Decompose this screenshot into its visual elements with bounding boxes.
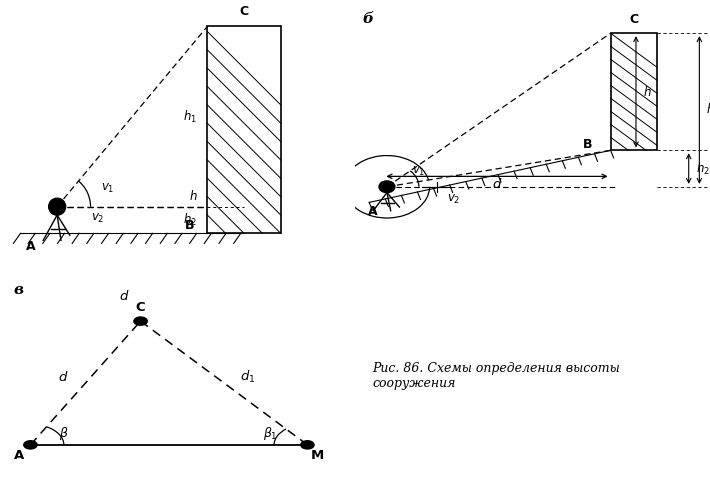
Text: $\beta_1$: $\beta_1$	[263, 425, 278, 441]
Text: d: d	[58, 371, 66, 384]
Circle shape	[24, 441, 37, 449]
Text: $h$: $h$	[643, 85, 652, 99]
Text: C: C	[136, 301, 146, 314]
Text: A: A	[368, 205, 378, 218]
Text: в: в	[13, 283, 23, 298]
Text: B: B	[185, 218, 194, 232]
Text: d: d	[120, 290, 128, 303]
Text: $h$: $h$	[189, 190, 197, 203]
Text: A: A	[26, 240, 36, 253]
Text: M: M	[311, 449, 324, 463]
Circle shape	[301, 441, 314, 449]
Text: Рис. 86. Схемы определения высоты
сооружения: Рис. 86. Схемы определения высоты сооруж…	[372, 362, 620, 390]
Circle shape	[379, 181, 395, 192]
Text: $h_1$: $h_1$	[183, 109, 197, 125]
Text: $d_1$: $d_1$	[240, 369, 255, 385]
Text: б: б	[362, 12, 373, 26]
Text: $v_2$: $v_2$	[447, 193, 461, 206]
Text: A: A	[13, 449, 24, 463]
Circle shape	[49, 198, 65, 215]
Text: $v_2$: $v_2$	[91, 212, 104, 225]
Text: d: d	[493, 178, 501, 191]
Bar	[611, 33, 657, 150]
Text: $v_1$: $v_1$	[101, 182, 114, 195]
Bar	[207, 27, 280, 233]
Text: $h_1$: $h_1$	[706, 102, 710, 118]
Text: B: B	[584, 138, 593, 151]
Text: $\beta$: $\beta$	[59, 425, 69, 441]
Text: $v_1$: $v_1$	[412, 164, 425, 178]
Text: $h_2$: $h_2$	[696, 161, 710, 177]
Circle shape	[134, 317, 147, 325]
Text: $h_2$: $h_2$	[183, 212, 197, 228]
Text: C: C	[629, 13, 638, 26]
Text: C: C	[239, 5, 248, 18]
